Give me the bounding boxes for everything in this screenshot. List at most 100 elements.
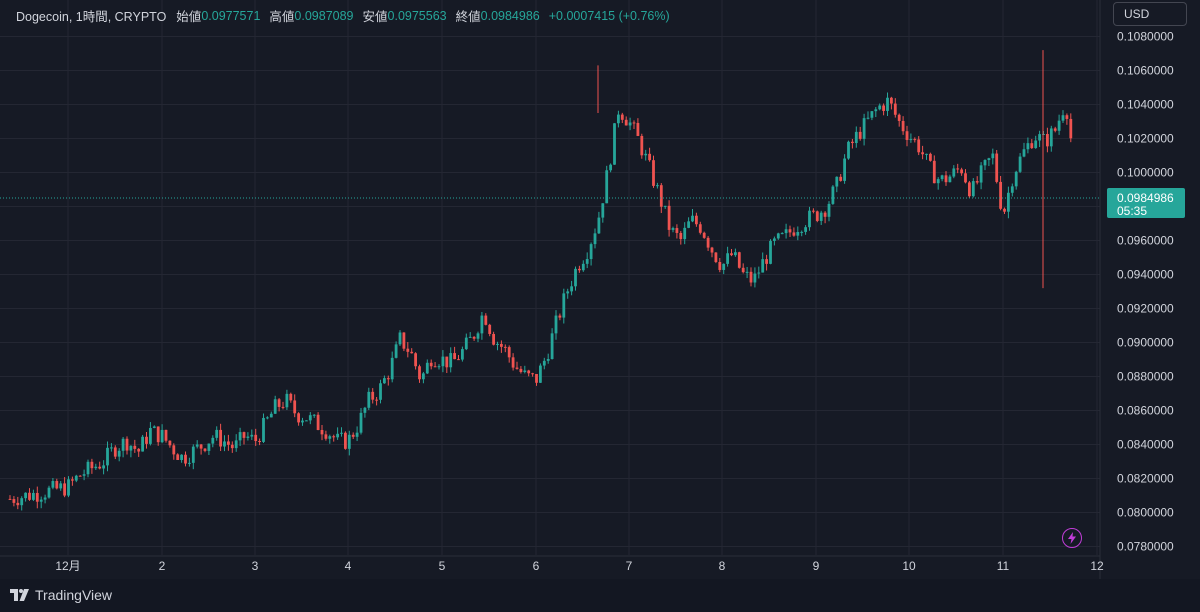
- candle-body: [47, 487, 51, 498]
- candle-body: [858, 131, 862, 139]
- candle-body: [254, 434, 258, 441]
- last-price-badge: [1107, 188, 1185, 219]
- candle-body: [51, 481, 55, 488]
- candle-body: [839, 176, 843, 181]
- candle-body: [648, 153, 651, 161]
- footer-bar: [0, 579, 1200, 612]
- candle-body: [585, 259, 589, 264]
- candle-body: [804, 227, 807, 232]
- candle-body: [180, 454, 183, 460]
- candle-body: [234, 440, 238, 449]
- candle-body: [359, 412, 363, 433]
- open-label: 始値: [176, 10, 202, 24]
- candle-body: [519, 368, 523, 373]
- candle-body: [1030, 143, 1034, 149]
- candle-body: [999, 181, 1002, 209]
- symbol-title: Dogecoin, 1時間, CRYPTO: [16, 10, 167, 24]
- y-tick-label: 0.1040000: [1117, 98, 1174, 112]
- candle-body: [266, 417, 269, 419]
- candle-body: [831, 186, 835, 204]
- candle-body: [562, 293, 566, 318]
- candle-body: [730, 253, 733, 256]
- candle-body: [449, 353, 453, 368]
- candle-body: [613, 123, 616, 165]
- candle-body: [242, 432, 246, 438]
- candle-body: [991, 153, 995, 159]
- candle-body: [656, 185, 659, 187]
- candle-body: [741, 267, 745, 273]
- candle-body: [227, 441, 230, 445]
- candle-body: [500, 343, 503, 347]
- lightning-icon[interactable]: [1062, 528, 1082, 548]
- candle-body: [835, 176, 839, 187]
- currency-button[interactable]: USD: [1113, 2, 1187, 26]
- candle-body: [917, 139, 921, 153]
- candle-body: [874, 109, 878, 112]
- candle-body: [285, 393, 289, 408]
- candle-body: [667, 205, 671, 230]
- candle-body: [882, 105, 885, 111]
- candle-body: [1061, 115, 1065, 121]
- candle-body: [566, 291, 570, 294]
- candle-body: [12, 499, 16, 503]
- candle-body: [550, 333, 554, 359]
- candle-body: [909, 139, 913, 141]
- candle-body: [788, 229, 792, 233]
- candle-body: [901, 120, 905, 132]
- candle-body: [453, 353, 456, 360]
- candle-body: [137, 448, 141, 452]
- candle-body: [1069, 118, 1073, 139]
- candle-body: [464, 337, 468, 350]
- candle-body: [663, 205, 667, 207]
- candle-body: [195, 444, 199, 447]
- close-value: 0.0984986: [480, 8, 540, 23]
- candle-body: [28, 492, 31, 500]
- candle-body: [523, 370, 527, 373]
- x-tick-label: 11: [997, 559, 1010, 573]
- candle-body: [43, 497, 47, 500]
- x-tick-label: 7: [626, 559, 633, 573]
- candle-body: [184, 454, 187, 464]
- candle-body: [152, 426, 156, 428]
- candle-body: [484, 315, 488, 325]
- candle-body: [659, 185, 663, 207]
- candle-body: [808, 210, 811, 228]
- candle-body: [1057, 120, 1061, 131]
- candle-body: [503, 346, 507, 348]
- candle-body: [211, 437, 215, 444]
- candle-body: [168, 440, 172, 446]
- candle-body: [16, 502, 20, 506]
- candle-body: [351, 434, 355, 437]
- candle-body: [390, 357, 394, 380]
- last-price-value: 0.0984986: [1117, 191, 1174, 205]
- candle-body: [297, 413, 300, 423]
- candle-body: [671, 228, 675, 230]
- candle-body: [312, 414, 316, 416]
- candle-body: [866, 117, 870, 119]
- y-tick-label: 0.0900000: [1117, 336, 1174, 350]
- tradingview-logo[interactable]: TradingView: [10, 587, 112, 603]
- y-tick-label: 0.1060000: [1117, 64, 1174, 78]
- x-tick-label: 6: [533, 559, 540, 573]
- candle-body: [129, 445, 133, 451]
- candle-body: [1022, 149, 1026, 157]
- candle-body: [476, 333, 480, 339]
- candle-body: [601, 203, 605, 218]
- candle-body: [1014, 171, 1018, 187]
- candle-body: [8, 498, 12, 500]
- candle-body: [371, 391, 375, 400]
- candle-body: [1065, 115, 1069, 119]
- low-value: 0.0975563: [387, 8, 447, 23]
- candle-body: [695, 215, 698, 225]
- candle-body: [507, 347, 511, 358]
- candle-body: [164, 429, 168, 441]
- candle-body: [344, 432, 347, 449]
- candle-body: [932, 160, 936, 184]
- candle-body: [250, 434, 254, 437]
- candle-body: [960, 169, 963, 174]
- x-tick-label: 4: [345, 559, 352, 573]
- candle-body: [324, 434, 328, 439]
- candle-body: [106, 447, 109, 466]
- candle-body: [425, 362, 429, 374]
